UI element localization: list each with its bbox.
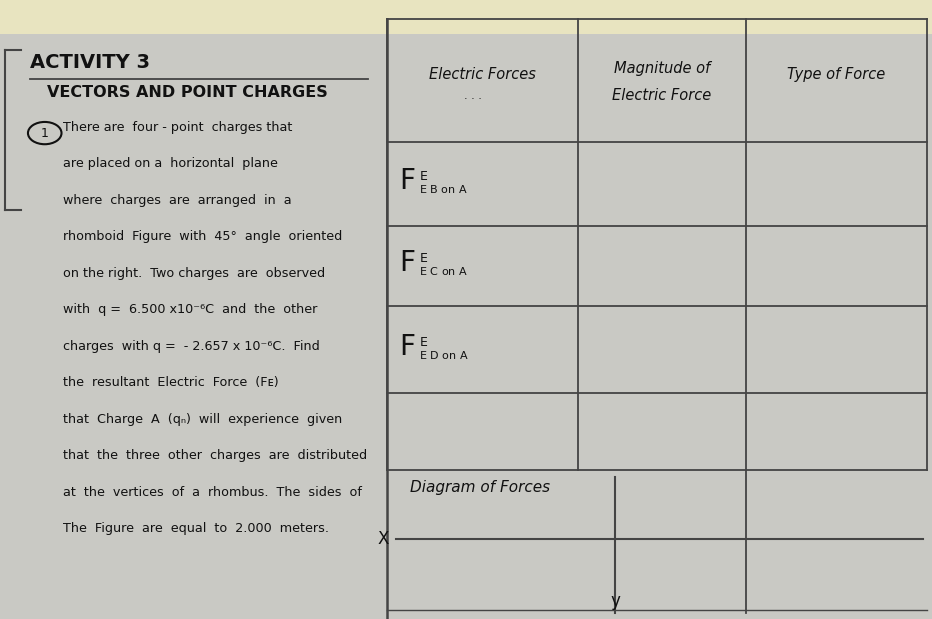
Text: The  Figure  are  equal  to  2.000  meters.: The Figure are equal to 2.000 meters. — [63, 522, 329, 535]
Text: $\mathsf{E\ C\ on\ A}$: $\mathsf{E\ C\ on\ A}$ — [419, 265, 469, 277]
Text: $\mathsf{E\ B\ on\ A}$: $\mathsf{E\ B\ on\ A}$ — [419, 183, 468, 195]
Text: $\mathsf{E\ D\ on\ A}$: $\mathsf{E\ D\ on\ A}$ — [419, 348, 469, 361]
Text: . . .: . . . — [464, 91, 482, 101]
Text: on the right.  Two charges  are  observed: on the right. Two charges are observed — [63, 267, 325, 280]
Text: $\mathsf{F}$: $\mathsf{F}$ — [399, 249, 416, 277]
Text: ACTIVITY 3: ACTIVITY 3 — [30, 53, 150, 72]
Text: $\mathsf{F}$: $\mathsf{F}$ — [399, 167, 416, 195]
Text: with  q =  6.500 x10⁻⁶C  and  the  other: with q = 6.500 x10⁻⁶C and the other — [63, 303, 318, 316]
Text: $\mathsf{E}$: $\mathsf{E}$ — [419, 335, 429, 349]
Text: where  charges  are  arranged  in  a: where charges are arranged in a — [63, 194, 292, 207]
Text: $\mathsf{E}$: $\mathsf{E}$ — [419, 170, 429, 183]
Text: y: y — [610, 592, 620, 610]
Text: $\mathsf{E}$: $\mathsf{E}$ — [419, 252, 429, 266]
Text: X: X — [377, 529, 389, 548]
Text: charges  with q =  - 2.657 x 10⁻⁶C.  Find: charges with q = - 2.657 x 10⁻⁶C. Find — [63, 340, 320, 353]
Text: 1: 1 — [41, 126, 48, 140]
Text: $\mathsf{F}$: $\mathsf{F}$ — [399, 332, 416, 361]
Text: Diagram of Forces: Diagram of Forces — [410, 480, 550, 495]
Text: There are  four - point  charges that: There are four - point charges that — [63, 121, 293, 134]
FancyBboxPatch shape — [0, 0, 932, 34]
Text: are placed on a  horizontal  plane: are placed on a horizontal plane — [63, 157, 279, 170]
Text: Magnitude of: Magnitude of — [613, 61, 710, 76]
Text: that  the  three  other  charges  are  distributed: that the three other charges are distrib… — [63, 449, 367, 462]
Text: that  Charge  A  (qₙ)  will  experience  given: that Charge A (qₙ) will experience given — [63, 413, 343, 426]
Text: the  resultant  Electric  Force  (Fᴇ): the resultant Electric Force (Fᴇ) — [63, 376, 279, 389]
Text: Type of Force: Type of Force — [788, 67, 885, 82]
Text: Electric Force: Electric Force — [612, 89, 711, 103]
Text: Electric Forces: Electric Forces — [429, 67, 536, 82]
Text: rhomboid  Figure  with  45°  angle  oriented: rhomboid Figure with 45° angle oriented — [63, 230, 343, 243]
Text: VECTORS AND POINT CHARGES: VECTORS AND POINT CHARGES — [47, 85, 327, 100]
Text: at  the  vertices  of  a  rhombus.  The  sides  of: at the vertices of a rhombus. The sides … — [63, 486, 363, 499]
